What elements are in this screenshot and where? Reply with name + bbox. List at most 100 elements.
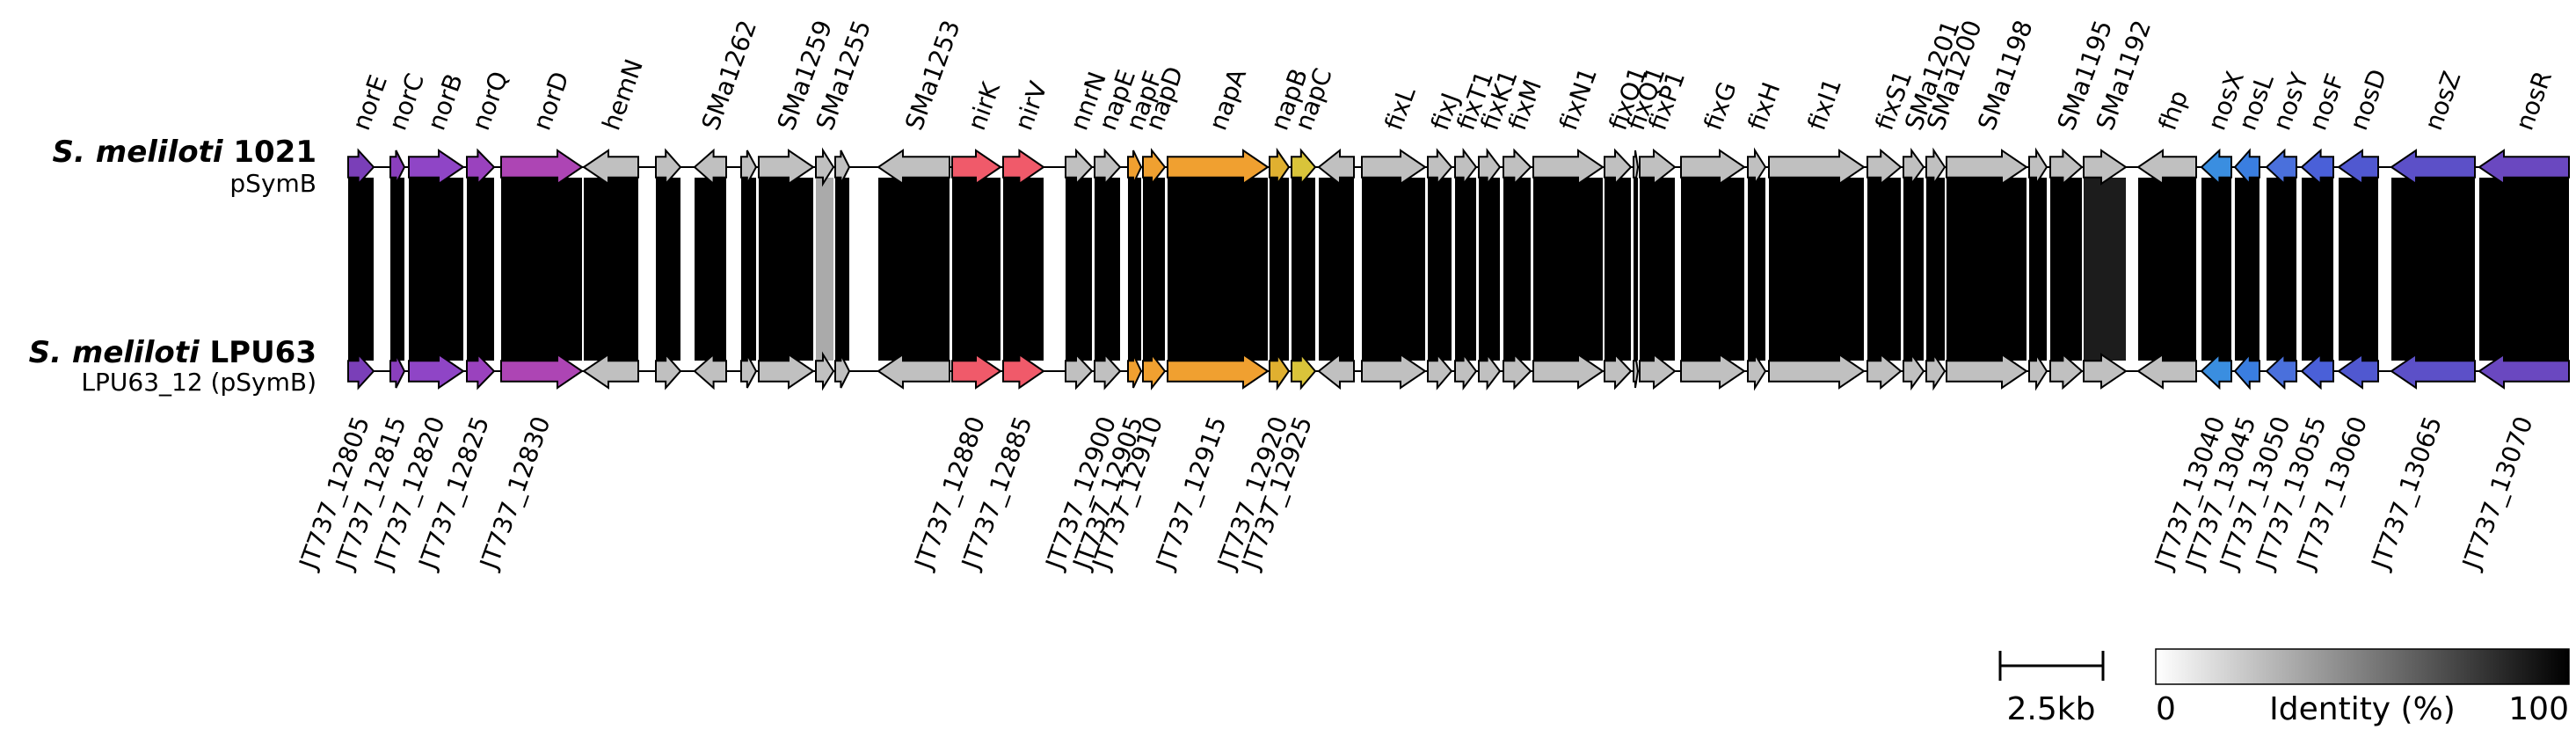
gene-arrow-genome-1 (655, 148, 682, 186)
SMa1200-arrow-genome-2 (1925, 351, 1947, 391)
fixT1-arrow-genome-2 (1454, 352, 1478, 390)
identity-link (1681, 178, 1744, 361)
gene-label-fixH: fixH (1743, 78, 1786, 134)
gene-arrow-genome-2 (655, 352, 682, 390)
napA-arrow-genome-2 (1167, 353, 1270, 390)
gene-label-nirV: nirV (1009, 77, 1053, 134)
napF-arrow-genome-2 (1127, 354, 1143, 389)
identity-link (1903, 178, 1924, 361)
gene-label-fhp: fhp (2153, 86, 2194, 134)
nnrN-arrow-genome-2 (1065, 352, 1094, 390)
fixL-arrow-genome-1 (1361, 149, 1427, 186)
identity-link (2479, 178, 2569, 361)
identity-link (1128, 178, 1141, 361)
identity-link (390, 178, 404, 361)
SMa1192-arrow-genome-1 (2083, 149, 2128, 186)
identity-link (1168, 178, 1268, 361)
identity-link (2267, 178, 2296, 361)
nirK-arrow-genome-1 (951, 149, 1002, 186)
napE-arrow-genome-1 (1094, 148, 1122, 186)
identity-link (1003, 178, 1044, 361)
identity-link (1748, 178, 1765, 361)
gene-label-SMa1262: SMa1262 (696, 17, 763, 135)
identity-link (1503, 178, 1531, 361)
gene-label-nosZ: nosZ (2419, 68, 2466, 135)
identity-link (1640, 178, 1675, 361)
gene-label-nirK: nirK (962, 77, 1006, 134)
nosY-arrow-genome-1 (2265, 148, 2297, 186)
fixJ-arrow-genome-1 (1427, 148, 1453, 186)
SMa1201-arrow-genome-2 (1903, 351, 1925, 391)
identity-link (2302, 178, 2333, 361)
identity-link (1455, 178, 1476, 361)
norE-arrow-genome-2 (347, 352, 375, 390)
identity-links (348, 178, 2569, 361)
identity-link (1769, 178, 1864, 361)
fixQ1-arrow-genome-2 (1633, 354, 1640, 389)
napE-arrow-genome-2 (1094, 352, 1122, 390)
SMa1259-arrow-genome-2 (758, 353, 815, 390)
identity-link (695, 178, 726, 361)
gene-label-napA: napA (1204, 65, 1253, 135)
identity-link (1867, 178, 1901, 361)
nirV-arrow-genome-1 (1002, 149, 1045, 186)
nirV-arrow-genome-2 (1002, 353, 1045, 390)
identity-link (1605, 178, 1631, 361)
genome-1-name: S. meliloti 1021 (53, 135, 317, 170)
gene-label-hemN: hemN (597, 55, 649, 134)
SMa1195-arrow-genome-2 (2049, 352, 2084, 390)
identity-link (1066, 178, 1092, 361)
gene-arrow-genome-2 (834, 354, 851, 389)
identity-link (1292, 178, 1315, 361)
nosX-arrow-genome-2 (2200, 352, 2232, 390)
locus-tag-labels: JT737_12805JT737_12815JT737_12820JT737_1… (293, 412, 2538, 574)
identity-link (1479, 178, 1500, 361)
fixJ-arrow-genome-2 (1427, 352, 1453, 390)
fixT1-arrow-genome-1 (1454, 148, 1478, 186)
norD-arrow-genome-2 (500, 353, 584, 390)
identity-link (2050, 178, 2082, 361)
norQ-arrow-genome-1 (466, 148, 496, 186)
identity-link (348, 178, 374, 361)
identity-link (656, 178, 680, 361)
SMa1192-arrow-genome-2 (2083, 353, 2128, 390)
identity-link (1362, 178, 1425, 361)
identity-link (1533, 178, 1603, 361)
fhp-arrow-genome-1 (2136, 149, 2197, 186)
identity-link (759, 178, 813, 361)
identity-link (1143, 178, 1165, 361)
nirK-arrow-genome-2 (951, 353, 1002, 390)
nosF-arrow-genome-2 (2300, 352, 2334, 390)
genome-2-name: S. meliloti LPU63 (29, 335, 317, 370)
norD-arrow-genome-1 (500, 149, 584, 186)
napA-arrow-genome-1 (1167, 149, 1270, 186)
fhp-arrow-genome-2 (2136, 353, 2197, 390)
fixM-arrow-genome-2 (1503, 352, 1532, 390)
fixL-arrow-genome-2 (1361, 353, 1427, 390)
hemN-arrow-genome-1 (582, 149, 639, 186)
fixN1-arrow-genome-2 (1532, 353, 1605, 390)
fixN1-arrow-genome-1 (1532, 149, 1605, 186)
SMa1259-arrow-genome-1 (758, 149, 815, 186)
identity-link (409, 178, 463, 361)
fixG-arrow-genome-2 (1680, 353, 1746, 390)
gene-label-nosD: nosD (2344, 65, 2392, 134)
fixQ1-arrow-genome-1 (1633, 150, 1640, 185)
identity-link (741, 178, 756, 361)
identity-link (1947, 178, 2027, 361)
napD-arrow-genome-1 (1142, 148, 1167, 186)
norC-arrow-genome-2 (389, 354, 406, 389)
gene-arrow-genome-2 (1317, 352, 1355, 390)
identity-link (584, 178, 638, 361)
identity-link (2138, 178, 2196, 361)
genome-2-subtitle: LPU63_12 (pSymB) (81, 368, 317, 397)
fixK1-arrow-genome-2 (1478, 352, 1502, 390)
identity-link (878, 178, 950, 361)
napF-arrow-genome-1 (1127, 150, 1143, 185)
fixS1-arrow-genome-1 (1867, 148, 1903, 186)
nosL-arrow-genome-1 (2233, 148, 2260, 186)
gene-arrow-genome-1 (1317, 148, 1355, 186)
identity-link (2339, 178, 2378, 361)
SMa1253-arrow-genome-2 (877, 353, 950, 390)
